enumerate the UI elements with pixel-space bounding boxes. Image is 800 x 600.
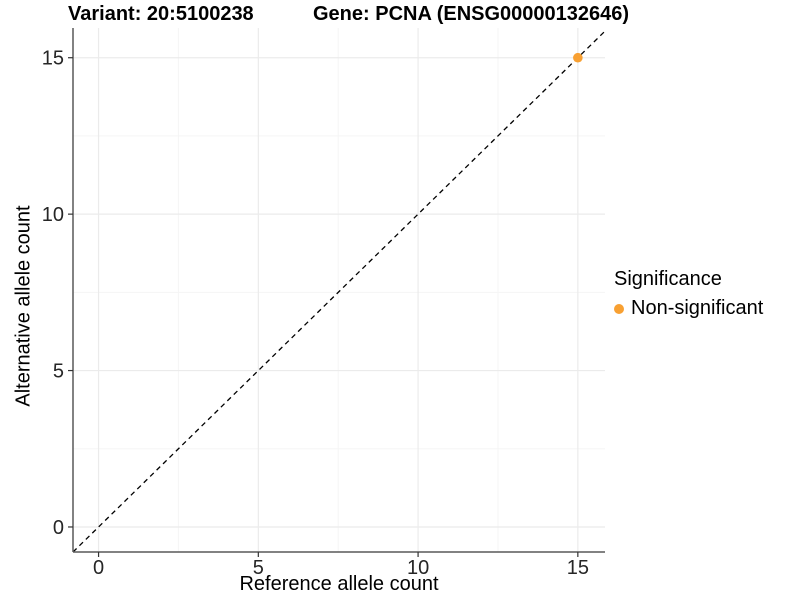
x-tick-label: 0 — [93, 557, 104, 579]
tick-marks — [68, 57, 579, 557]
legend-title: Significance — [614, 268, 722, 290]
data-points — [573, 52, 583, 63]
y-tick-label: 5 — [53, 361, 64, 383]
scatter-point — [573, 52, 583, 63]
legend-item-label: Non-significant — [631, 297, 764, 319]
legend: Significance Non-significant — [614, 268, 763, 320]
y-tick-label: 0 — [53, 517, 64, 539]
legend-item: Non-significant — [614, 297, 763, 320]
tick-labels: 0 5 10 15 0 5 10 15 — [42, 48, 589, 579]
axis-lines — [72, 28, 605, 553]
identity-line — [72, 30, 606, 553]
x-axis-title: Reference allele count — [239, 573, 439, 595]
y-tick-label: 10 — [42, 204, 64, 226]
x-tick-label: 10 — [407, 557, 429, 579]
plot-title-gene: Gene: PCNA (ENSG00000132646) — [313, 3, 630, 25]
y-tick-label: 15 — [42, 48, 64, 70]
x-tick-label: 5 — [253, 557, 264, 579]
gridlines-major — [73, 28, 605, 552]
gridlines-minor — [73, 28, 605, 552]
x-tick-label: 15 — [567, 557, 589, 579]
y-axis-title: Alternative allele count — [12, 205, 35, 407]
identity-dashed-line — [72, 30, 606, 553]
plot-title-variant: Variant: 20:5100238 — [68, 3, 254, 25]
legend-marker-circle-icon — [614, 303, 624, 314]
